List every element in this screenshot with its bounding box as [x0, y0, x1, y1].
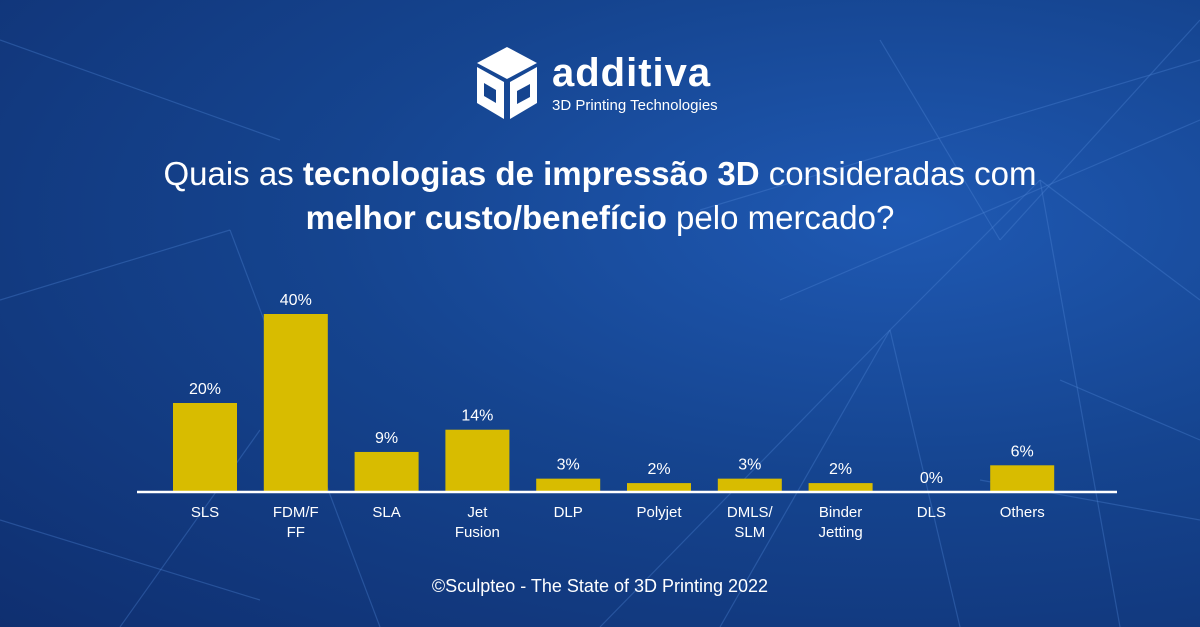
brand-tagline: 3D Printing Technologies — [552, 97, 718, 114]
bar-4 — [536, 478, 601, 492]
bar-2 — [354, 451, 419, 492]
bar-value-label: 2% — [647, 461, 670, 478]
title-bold-part: tecnologias de impressão 3D — [302, 155, 760, 192]
bar-value-label: 14% — [461, 408, 493, 425]
additiva-cube-icon — [477, 47, 537, 119]
title-part: consideradas com — [759, 155, 1037, 192]
brand-name: additiva — [552, 51, 712, 95]
category-label: Binder Jetting — [818, 504, 862, 541]
title-line-2: melhor custo/benefício pelo mercado? — [0, 196, 1200, 240]
bar-value-label: 40% — [280, 292, 312, 309]
bar-value-label: 20% — [189, 381, 221, 398]
category-label: Others — [1000, 504, 1045, 521]
bar-value-label: 9% — [375, 430, 398, 447]
category-label: FDM/F FF — [273, 504, 319, 541]
title-part: pelo mercado? — [666, 199, 895, 236]
bar-value-label: 3% — [557, 457, 580, 474]
bar-9 — [990, 465, 1055, 492]
bar-6 — [717, 478, 782, 492]
category-label: DLP — [554, 504, 583, 521]
title-bold-part: melhor custo/benefício — [305, 199, 667, 236]
brand-logo: additiva 3D Printing Technologies — [474, 44, 734, 124]
bar-7 — [808, 483, 873, 492]
bar-1 — [263, 314, 328, 492]
bar-0 — [173, 403, 237, 492]
category-label: DLS — [917, 504, 946, 521]
category-label: Jet Fusion — [455, 504, 500, 541]
bar-value-label: 2% — [829, 461, 852, 478]
bar-value-label: 6% — [1011, 443, 1034, 460]
category-label: Polyjet — [636, 504, 682, 521]
bar-5 — [627, 483, 691, 492]
chart-title: Quais as tecnologias de impressão 3D con… — [0, 152, 1200, 240]
source-credit: ©Sculpteo - The State of 3D Printing 202… — [431, 576, 769, 596]
category-label: DMLS/SLM — [727, 504, 774, 541]
category-label: SLS — [191, 504, 219, 521]
title-part: Quais as — [163, 155, 303, 192]
bar-3 — [445, 429, 510, 492]
bar-value-label: 0% — [920, 470, 943, 487]
bar-chart: 20% SLS 40% FDM/F FF 9% SLA 14% Jet Fusion 3% DLP 2%… — [137, 292, 1117, 541]
bar-value-label: 3% — [738, 457, 761, 474]
category-label: SLA — [372, 504, 400, 521]
title-line-1: Quais as tecnologias de impressão 3D con… — [0, 152, 1200, 196]
